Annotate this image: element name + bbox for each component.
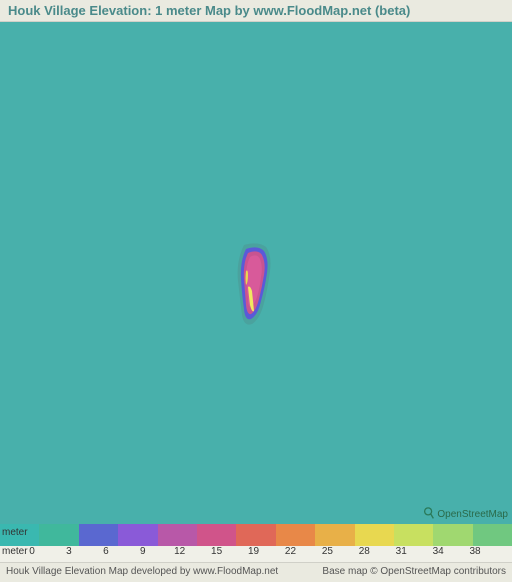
- legend-tick: 15: [211, 546, 222, 557]
- footer-right: Base map © OpenStreetMap contributors: [322, 566, 506, 579]
- legend-tick: 31: [396, 546, 407, 557]
- legend-segment: [315, 524, 354, 546]
- legend-tick: 6: [103, 546, 109, 557]
- legend-segment: [355, 524, 394, 546]
- legend-tick: 3: [66, 546, 72, 557]
- legend-tick: 12: [174, 546, 185, 557]
- legend-tick: 28: [359, 546, 370, 557]
- legend-segment: [433, 524, 472, 546]
- legend-unit-top: meter: [2, 527, 28, 538]
- page-title: Houk Village Elevation: 1 meter Map by w…: [0, 0, 512, 22]
- map-attribution[interactable]: OpenStreetMap: [423, 507, 508, 521]
- attribution-label: OpenStreetMap: [437, 509, 508, 520]
- legend-unit-bottom: meter: [2, 546, 28, 557]
- legend-tick: 19: [248, 546, 259, 557]
- map-canvas[interactable]: OpenStreetMap: [0, 22, 512, 524]
- legend-segment: [158, 524, 197, 546]
- legend-segment: [236, 524, 275, 546]
- elevation-island: [234, 241, 278, 332]
- legend-tick: 22: [285, 546, 296, 557]
- legend-segment: [79, 524, 118, 546]
- legend-segment: [473, 524, 512, 546]
- legend-segment: [197, 524, 236, 546]
- legend-tick: 25: [322, 546, 333, 557]
- legend-segment: [118, 524, 157, 546]
- legend-segment: [276, 524, 315, 546]
- legend-ticks: meter 0 3 6 9 12 15 19 22 25 28 31 34 38: [0, 546, 512, 562]
- legend-tick: 34: [433, 546, 444, 557]
- magnifier-icon: [423, 507, 435, 521]
- legend-tick: 9: [140, 546, 146, 557]
- legend-segment: [394, 524, 433, 546]
- legend-segment: [39, 524, 78, 546]
- legend-colorbar: meter: [0, 524, 512, 546]
- legend-tick: 38: [470, 546, 481, 557]
- footer: Houk Village Elevation Map developed by …: [0, 562, 512, 582]
- legend-tick: 0: [29, 546, 35, 557]
- footer-left: Houk Village Elevation Map developed by …: [6, 566, 278, 579]
